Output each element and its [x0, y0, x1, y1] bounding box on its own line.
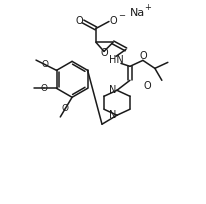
Text: O: O: [40, 84, 47, 93]
Text: −: −: [118, 11, 125, 20]
Text: +: +: [144, 2, 151, 11]
Text: O: O: [109, 17, 117, 27]
Text: HN: HN: [109, 55, 123, 65]
Text: N: N: [109, 85, 117, 95]
Text: Na: Na: [130, 9, 145, 19]
Text: N: N: [109, 110, 117, 120]
Text: O: O: [75, 17, 83, 27]
Text: O: O: [100, 48, 108, 58]
Text: O: O: [41, 60, 48, 69]
Text: O: O: [143, 81, 151, 91]
Text: O: O: [62, 104, 69, 113]
Text: O: O: [139, 51, 147, 61]
